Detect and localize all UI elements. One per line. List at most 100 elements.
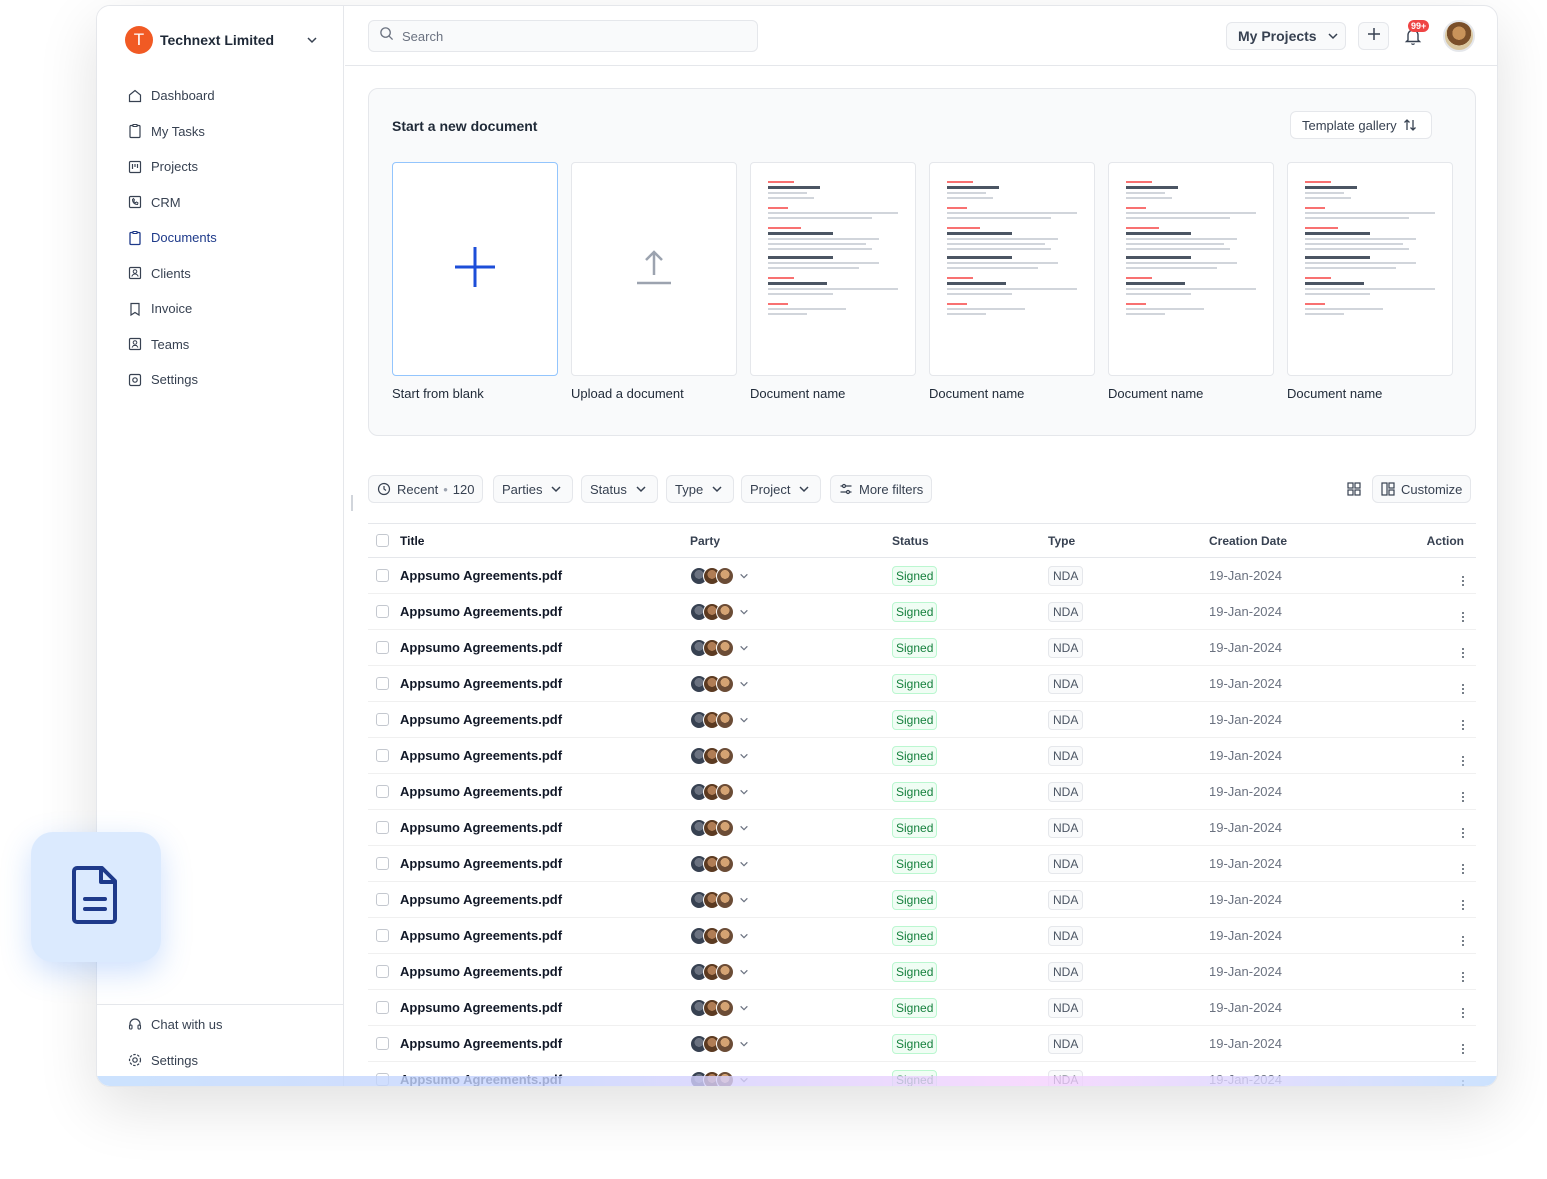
document-title[interactable]: Appsumo Agreements.pdf: [400, 928, 563, 943]
row-checkbox[interactable]: [376, 785, 389, 798]
party-avatars[interactable]: [690, 818, 892, 837]
party-avatars[interactable]: [690, 890, 892, 909]
party-avatars[interactable]: [690, 710, 892, 729]
chevron-down-icon[interactable]: [739, 751, 749, 761]
table-row[interactable]: Appsumo Agreements.pdf Signed NDA 19-Jan-20…: [368, 846, 1476, 882]
grid-view-icon[interactable]: [1347, 482, 1361, 496]
more-actions-icon[interactable]: [1462, 575, 1464, 586]
row-checkbox[interactable]: [376, 641, 389, 654]
sidebar-item-invoice[interactable]: Invoice: [127, 291, 317, 327]
chat-with-us-link[interactable]: Chat with us: [127, 1006, 344, 1042]
sidebar-item-settings[interactable]: Settings: [127, 362, 317, 398]
chevron-down-icon[interactable]: [739, 823, 749, 833]
table-row[interactable]: Appsumo Agreements.pdf Signed NDA 19-Jan-20…: [368, 738, 1476, 774]
table-row[interactable]: Appsumo Agreements.pdf Signed NDA 19-Jan-20…: [368, 666, 1476, 702]
more-actions-icon[interactable]: [1462, 863, 1464, 874]
template-card[interactable]: Document name: [1287, 162, 1453, 401]
document-title[interactable]: Appsumo Agreements.pdf: [400, 820, 563, 835]
more-actions-icon[interactable]: [1462, 611, 1464, 622]
chevron-down-icon[interactable]: [739, 607, 749, 617]
sidebar-item-dashboard[interactable]: Dashboard: [127, 78, 317, 114]
chevron-down-icon[interactable]: [739, 967, 749, 977]
row-checkbox[interactable]: [376, 605, 389, 618]
type-filter[interactable]: Type: [666, 475, 735, 503]
chevron-down-icon[interactable]: [739, 643, 749, 653]
row-checkbox[interactable]: [376, 713, 389, 726]
party-avatars[interactable]: [690, 566, 892, 585]
table-row[interactable]: Appsumo Agreements.pdf Signed NDA 19-Jan-20…: [368, 594, 1476, 630]
document-title[interactable]: Appsumo Agreements.pdf: [400, 892, 563, 907]
chevron-down-icon[interactable]: [739, 895, 749, 905]
document-title[interactable]: Appsumo Agreements.pdf: [400, 604, 563, 619]
more-actions-icon[interactable]: [1462, 1043, 1464, 1054]
row-checkbox[interactable]: [376, 1001, 389, 1014]
table-row[interactable]: Appsumo Agreements.pdf Signed NDA 19-Jan-20…: [368, 702, 1476, 738]
table-row[interactable]: Appsumo Agreements.pdf Signed NDA 19-Jan-20…: [368, 774, 1476, 810]
table-row[interactable]: Appsumo Agreements.pdf Signed NDA 19-Jan-20…: [368, 990, 1476, 1026]
more-actions-icon[interactable]: [1462, 971, 1464, 982]
more-actions-icon[interactable]: [1462, 1007, 1464, 1018]
row-checkbox[interactable]: [376, 749, 389, 762]
sidebar-item-crm[interactable]: CRM: [127, 185, 317, 221]
sidebar-item-clients[interactable]: Clients: [127, 256, 317, 292]
upload-document-card[interactable]: Upload a document: [571, 162, 737, 401]
more-actions-icon[interactable]: [1462, 791, 1464, 802]
customize-button[interactable]: Customize: [1372, 475, 1472, 503]
party-avatars[interactable]: [690, 746, 892, 765]
row-checkbox[interactable]: [376, 965, 389, 978]
my-projects-dropdown[interactable]: My Projects: [1226, 22, 1346, 50]
party-avatars[interactable]: [690, 1034, 892, 1053]
template-gallery-button[interactable]: Template gallery: [1290, 111, 1432, 139]
template-card[interactable]: Document name: [1108, 162, 1274, 401]
party-avatars[interactable]: [690, 602, 892, 621]
sidebar-item-teams[interactable]: Teams: [127, 327, 317, 363]
header-creation-date[interactable]: Creation Date: [1209, 533, 1288, 548]
document-title[interactable]: Appsumo Agreements.pdf: [400, 784, 563, 799]
table-row[interactable]: Appsumo Agreements.pdf Signed NDA 19-Jan-20…: [368, 1026, 1476, 1062]
more-actions-icon[interactable]: [1462, 647, 1464, 658]
row-checkbox[interactable]: [376, 929, 389, 942]
chevron-down-icon[interactable]: [739, 1003, 749, 1013]
more-actions-icon[interactable]: [1462, 719, 1464, 730]
row-checkbox[interactable]: [376, 893, 389, 906]
party-avatars[interactable]: [690, 962, 892, 981]
chevron-down-icon[interactable]: [739, 679, 749, 689]
party-avatars[interactable]: [690, 782, 892, 801]
row-checkbox[interactable]: [376, 569, 389, 582]
header-status[interactable]: Status: [892, 533, 929, 548]
table-row[interactable]: Appsumo Agreements.pdf Signed NDA 19-Jan-20…: [368, 810, 1476, 846]
document-title[interactable]: Appsumo Agreements.pdf: [400, 748, 563, 763]
row-checkbox[interactable]: [376, 1037, 389, 1050]
table-row[interactable]: Appsumo Agreements.pdf Signed NDA 19-Jan-20…: [368, 954, 1476, 990]
row-checkbox[interactable]: [376, 857, 389, 870]
chevron-down-icon[interactable]: [739, 787, 749, 797]
row-checkbox[interactable]: [376, 821, 389, 834]
table-row[interactable]: Appsumo Agreements.pdf Signed NDA 19-Jan-20…: [368, 918, 1476, 954]
project-filter[interactable]: Project: [741, 475, 822, 503]
party-avatars[interactable]: [690, 674, 892, 693]
chevron-down-icon[interactable]: [739, 1039, 749, 1049]
party-avatars[interactable]: [690, 998, 892, 1017]
user-avatar[interactable]: [1443, 20, 1475, 52]
more-actions-icon[interactable]: [1462, 827, 1464, 838]
search-input[interactable]: Search: [368, 20, 758, 52]
document-title[interactable]: Appsumo Agreements.pdf: [400, 712, 563, 727]
chevron-down-icon[interactable]: [739, 715, 749, 725]
parties-filter[interactable]: Parties: [493, 475, 574, 503]
header-type[interactable]: Type: [1048, 533, 1076, 548]
select-all-checkbox[interactable]: [376, 534, 389, 547]
document-title[interactable]: Appsumo Agreements.pdf: [400, 676, 563, 691]
more-actions-icon[interactable]: [1462, 899, 1464, 910]
sidebar-item-my-tasks[interactable]: My Tasks: [127, 114, 317, 150]
more-actions-icon[interactable]: [1462, 683, 1464, 694]
document-title[interactable]: Appsumo Agreements.pdf: [400, 1000, 563, 1015]
document-title[interactable]: Appsumo Agreements.pdf: [400, 1036, 563, 1051]
document-title[interactable]: Appsumo Agreements.pdf: [400, 964, 563, 979]
more-actions-icon[interactable]: [1462, 935, 1464, 946]
chevron-down-icon[interactable]: [739, 931, 749, 941]
row-checkbox[interactable]: [376, 677, 389, 690]
template-card[interactable]: Document name: [929, 162, 1095, 401]
chevron-down-icon[interactable]: [739, 859, 749, 869]
chevron-down-icon[interactable]: [739, 571, 749, 581]
document-title[interactable]: Appsumo Agreements.pdf: [400, 856, 563, 871]
